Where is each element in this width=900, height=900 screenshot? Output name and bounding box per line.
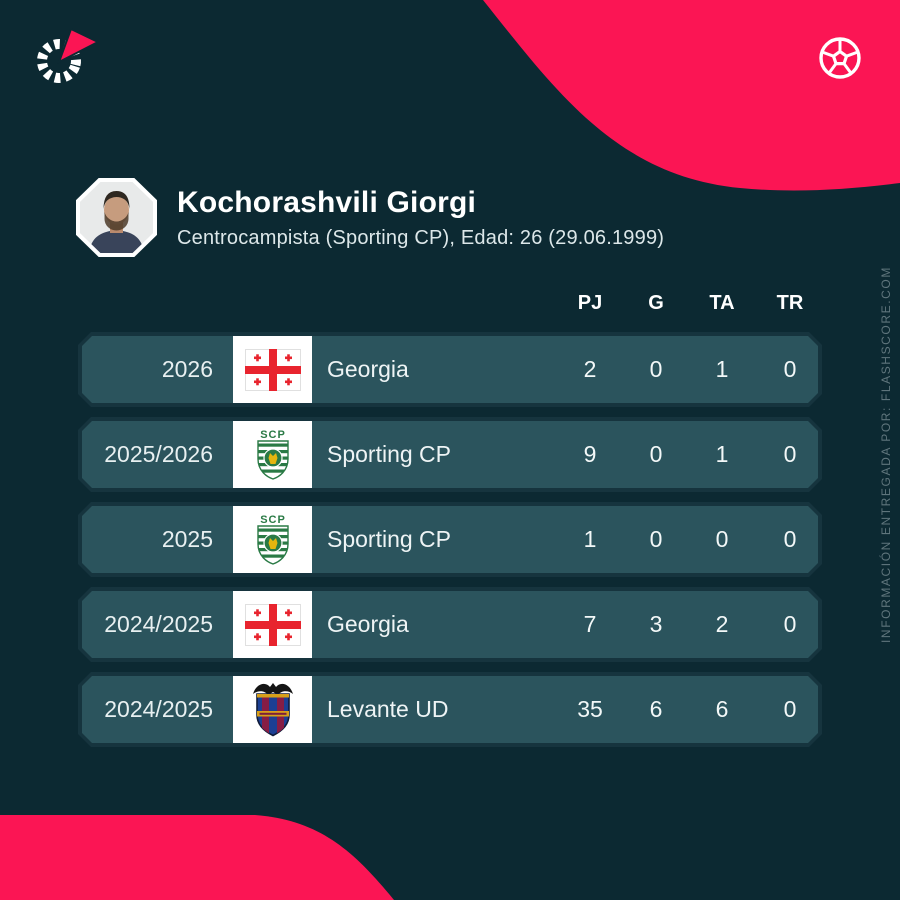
player-photo	[80, 182, 153, 253]
stat-value-tr: 0	[783, 356, 797, 382]
stat-value-ta: 0	[715, 526, 729, 552]
svg-text:SCP: SCP	[260, 429, 286, 441]
season-label: 2025	[161, 526, 213, 552]
row-background	[82, 336, 818, 403]
stat-value-tr: 0	[783, 696, 797, 722]
stat-header-ta: TA	[709, 292, 735, 314]
team-badge-cell	[233, 591, 312, 658]
stat-value-ta: 1	[715, 356, 729, 382]
team-badge-cell: SCP	[233, 421, 312, 488]
team-name: Sporting CP	[327, 441, 452, 467]
stat-value-pj: 1	[583, 526, 597, 552]
player-name: Kochorashvili Giorgi	[177, 186, 477, 219]
stat-value-ta: 1	[715, 441, 729, 467]
football-icon	[819, 37, 861, 79]
sporting-cp-crest-icon: SCP	[250, 512, 296, 568]
season-label: 2024/2025	[104, 696, 213, 722]
table-row: 2025 SCP Sporting CP 1 0 0	[78, 502, 822, 577]
row-background	[82, 506, 818, 573]
team-name: Sporting CP	[327, 526, 452, 552]
levante-ud-crest-icon	[250, 681, 296, 738]
player-info: Centrocampista (Sporting CP), Edad: 26 (…	[177, 227, 665, 249]
pink-ribbon-bottom	[0, 815, 394, 900]
georgia-flag-icon	[245, 604, 301, 646]
team-name: Levante UD	[327, 696, 449, 722]
table-row: 2024/2025 Georgia 7 3 2 0	[78, 587, 822, 662]
team-name: Georgia	[327, 611, 409, 637]
stat-value-ta: 2	[715, 611, 729, 637]
season-label: 2026	[161, 356, 213, 382]
team-badge-cell: SCP	[233, 506, 312, 573]
stat-value-tr: 0	[783, 526, 797, 552]
table-row: 2025/2026 SCP Sporting CP 9 0	[78, 417, 822, 492]
stat-header-g: G	[648, 292, 664, 314]
stat-value-pj: 2	[583, 356, 597, 382]
row-background	[82, 421, 818, 488]
table-row: 2024/2025 Levante UD 35	[78, 672, 822, 747]
stat-header-tr: TR	[776, 292, 804, 314]
stat-value-tr: 0	[783, 611, 797, 637]
team-name: Georgia	[327, 356, 409, 382]
flashscore-logo-icon	[37, 28, 100, 83]
pink-ribbon-top	[483, 0, 900, 191]
stat-value-g: 0	[649, 356, 663, 382]
stat-value-pj: 35	[577, 696, 603, 722]
stat-value-g: 0	[649, 526, 663, 552]
stat-header-pj: PJ	[577, 292, 603, 314]
stat-value-ta: 6	[715, 696, 729, 722]
stat-value-pj: 9	[583, 441, 597, 467]
stat-value-g: 3	[649, 611, 663, 637]
georgia-flag-icon	[245, 349, 301, 391]
season-stats-table: 2026 Georgia 2 0 1 0	[78, 332, 822, 747]
season-label: 2024/2025	[104, 611, 213, 637]
table-row: 2026 Georgia 2 0 1 0	[78, 332, 822, 407]
svg-text:SCP: SCP	[260, 514, 286, 526]
team-badge-cell	[233, 336, 312, 403]
attribution-watermark: INFORMACIÓN ENTREGADA POR: FLASHSCORE.CO…	[879, 266, 893, 644]
season-label: 2025/2026	[104, 441, 213, 467]
row-background	[82, 591, 818, 658]
row-background	[82, 676, 818, 743]
stat-value-tr: 0	[783, 441, 797, 467]
stat-value-g: 0	[649, 441, 663, 467]
player-avatar	[76, 178, 157, 257]
team-badge-cell	[233, 676, 312, 743]
stat-value-pj: 7	[583, 611, 597, 637]
sporting-cp-crest-icon: SCP	[250, 427, 296, 483]
stat-value-g: 6	[649, 696, 663, 722]
